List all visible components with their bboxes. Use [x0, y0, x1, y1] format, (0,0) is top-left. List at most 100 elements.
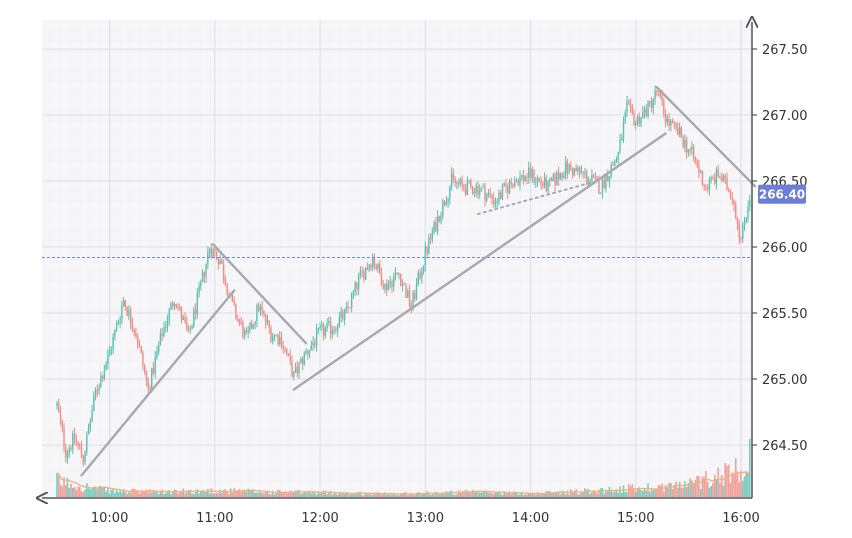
candle-body	[70, 447, 72, 450]
volume-bar	[100, 485, 102, 497]
major-grid	[42, 20, 757, 498]
volume-bar	[80, 491, 83, 497]
candle-body	[75, 439, 77, 442]
current-price-tag[interactable]: 266.40	[758, 184, 806, 204]
candle-body	[717, 169, 719, 177]
volume-bar	[731, 472, 734, 497]
volume-bar	[608, 486, 611, 497]
volume-bar	[233, 488, 235, 497]
candle-body	[647, 101, 649, 117]
volume-bar	[634, 491, 637, 497]
volume-bar	[508, 491, 511, 497]
volume-bar	[214, 493, 216, 497]
candle-body	[578, 167, 581, 173]
volume-bar	[741, 480, 744, 497]
candle-body	[296, 366, 298, 373]
dotted-trendline[interactable]	[476, 181, 593, 215]
volume-bar	[171, 491, 174, 497]
volume-bar	[470, 492, 472, 497]
volume-bar	[554, 492, 556, 497]
candle-body	[143, 365, 146, 373]
volume-bar	[638, 487, 641, 497]
volume-bar	[117, 492, 120, 497]
candle-body	[721, 177, 723, 182]
volume-bar	[477, 492, 479, 497]
volume-bar	[240, 491, 242, 497]
volume-bar	[145, 489, 148, 497]
volume-bar	[354, 493, 356, 497]
candle-body	[138, 344, 141, 346]
x-tick-label: 16:00	[722, 511, 759, 526]
trendline[interactable]	[655, 86, 757, 188]
volume-bar	[384, 492, 386, 497]
trendline[interactable]	[292, 132, 667, 391]
candle-body	[366, 268, 369, 270]
candle-body	[359, 271, 362, 276]
volume-bar	[275, 492, 278, 497]
volume-bar	[194, 490, 197, 497]
volume-bar	[114, 492, 116, 497]
volume-bar	[570, 489, 572, 497]
candle-body	[356, 282, 358, 290]
candle-body	[475, 185, 477, 193]
candle-body	[443, 200, 446, 205]
volume-moving-average	[56, 470, 751, 495]
candle-body	[375, 265, 377, 269]
volume-bar	[571, 491, 574, 497]
volume-bar	[522, 494, 525, 497]
trendline[interactable]	[80, 289, 236, 477]
candle-body	[496, 201, 498, 203]
candle-body	[168, 309, 170, 321]
volume-bar	[326, 494, 328, 497]
candle-body	[421, 271, 423, 279]
candle-body	[319, 326, 321, 328]
candle-body	[442, 200, 444, 216]
volume-bar	[527, 493, 530, 497]
candle-body	[263, 310, 265, 314]
candle-body	[671, 120, 674, 123]
volume-bar	[610, 489, 613, 497]
candle-body	[275, 334, 277, 336]
candle-body	[531, 169, 533, 178]
candle-body	[136, 336, 139, 345]
volume-bar	[482, 491, 484, 497]
candle-body	[231, 293, 234, 302]
volume-bar	[485, 490, 488, 497]
volume-bar	[664, 484, 667, 497]
candle-body	[498, 192, 500, 202]
volume-bar	[136, 491, 139, 497]
volume-bar	[580, 491, 583, 497]
volume-bar	[249, 490, 251, 497]
candle-body	[729, 190, 732, 198]
candle-body	[147, 380, 149, 388]
volume-bar	[71, 487, 74, 497]
volume-bar	[189, 489, 192, 497]
trendline[interactable]	[211, 243, 308, 345]
volume-bar	[447, 491, 449, 497]
volume-bar	[466, 490, 469, 497]
volume-bar	[170, 494, 172, 497]
volume-bar	[385, 494, 388, 497]
volume-bar	[577, 494, 579, 497]
volume-bar	[598, 489, 600, 497]
volume-bar	[643, 489, 646, 497]
volume-bar	[66, 477, 69, 497]
volume-bar	[589, 493, 591, 497]
candle-body	[415, 283, 418, 299]
candle-body	[180, 307, 183, 320]
candle-body	[612, 165, 614, 167]
volume-bar	[280, 492, 283, 497]
volume-bar	[349, 494, 351, 497]
candle-body	[338, 317, 341, 328]
candle-body	[708, 179, 711, 190]
candle-body	[680, 127, 683, 138]
volume-bar	[215, 492, 218, 497]
volume-bar	[343, 494, 346, 497]
candle-body	[596, 177, 598, 181]
candle-body	[559, 173, 562, 180]
candle-body	[603, 179, 605, 189]
volume-bar	[606, 489, 609, 497]
candle-body	[342, 311, 344, 320]
